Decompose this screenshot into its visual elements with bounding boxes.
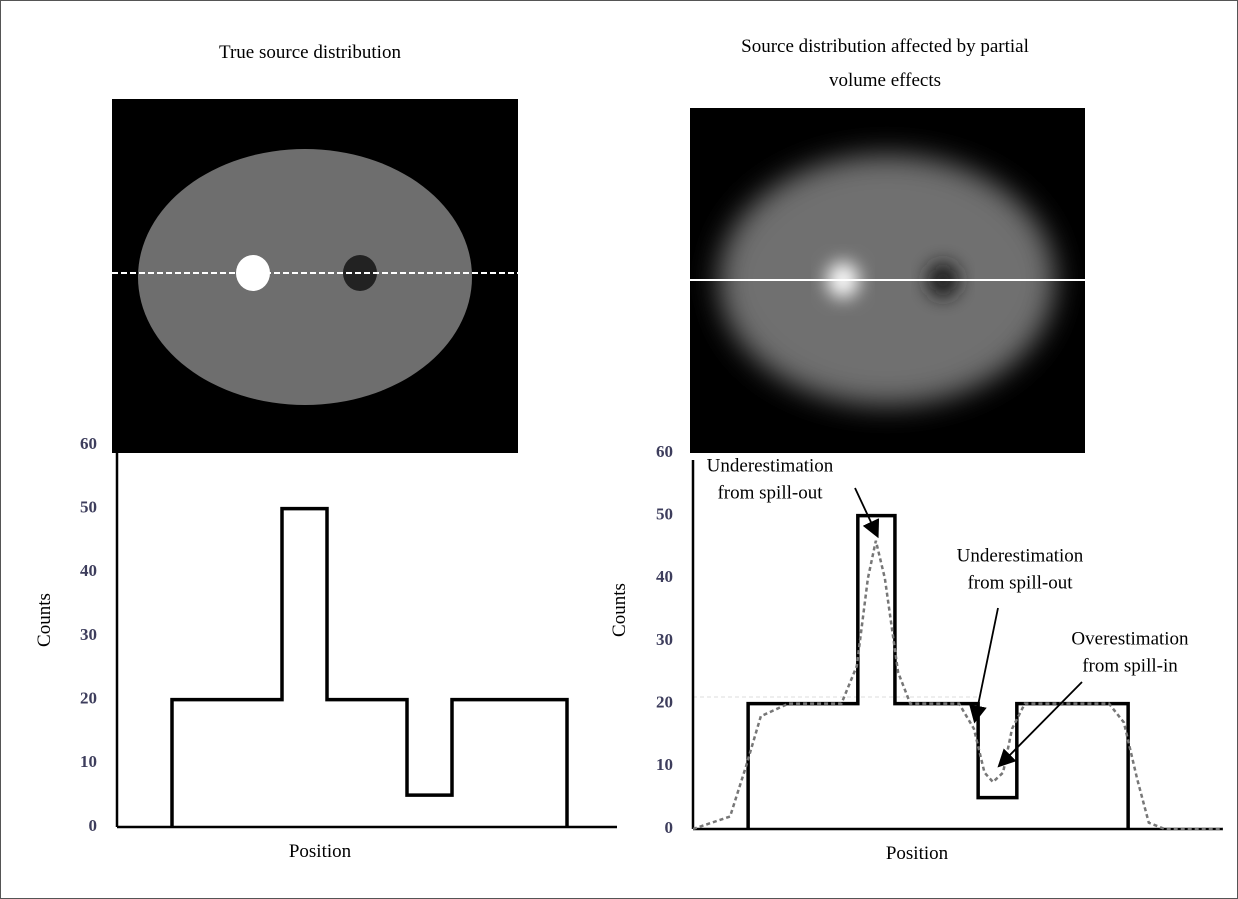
blurred-image	[690, 108, 1085, 453]
y-tick-label: 20	[80, 689, 97, 708]
y-tick-label: 30	[80, 625, 97, 644]
annotation: Underestimation	[957, 545, 1084, 566]
annotation: Underestimation	[707, 455, 834, 476]
y-tick-label: 30	[656, 630, 673, 649]
y-tick-label: 0	[89, 816, 98, 835]
annotation: from spill-out	[967, 572, 1073, 593]
y-tick-label: 60	[656, 442, 673, 461]
x-axis-label: Position	[289, 841, 352, 862]
true-image	[112, 99, 518, 453]
y-tick-label: 50	[80, 498, 97, 517]
chart-title: Source distribution affected by partial	[741, 36, 1029, 57]
y-tick-label: 60	[80, 434, 97, 453]
x-axis-label: Position	[886, 843, 949, 864]
y-tick-label: 10	[80, 752, 97, 771]
y-axis-label: Counts	[34, 593, 55, 647]
figure: True source distribution 0 10 20 30 40 50 60 Cou…	[0, 0, 1238, 899]
y-tick-label: 40	[656, 567, 673, 586]
y-tick-label: 40	[80, 561, 97, 580]
annotation: from spill-out	[717, 482, 823, 503]
chart-title: True source distribution	[219, 42, 401, 63]
annotation: from spill-in	[1082, 655, 1178, 676]
chart-title: volume effects	[829, 70, 941, 91]
y-tick-label: 50	[656, 505, 673, 524]
y-tick-label: 10	[656, 755, 673, 774]
y-tick-label: 20	[656, 693, 673, 712]
y-axis-label: Counts	[609, 583, 630, 637]
annotation: Overestimation	[1071, 628, 1189, 649]
y-tick-label: 0	[665, 818, 674, 837]
